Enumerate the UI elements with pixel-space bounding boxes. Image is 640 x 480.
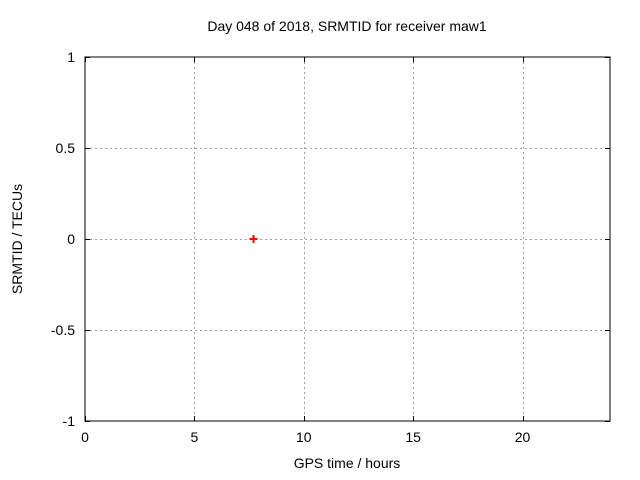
chart-title: Day 048 of 2018, SRMTID for receiver maw… [207, 18, 487, 34]
x-tick-label: 20 [515, 429, 531, 445]
x-tick-label: 5 [190, 429, 198, 445]
y-tick-label: 0 [67, 231, 75, 247]
data-point-marker [249, 235, 258, 243]
y-tick-label: 1 [67, 49, 75, 65]
y-axis-label: SRMTID / TECUs [9, 184, 25, 294]
data-points [249, 235, 258, 243]
y-tick-label: -0.5 [51, 322, 75, 338]
axis-ticks [85, 57, 610, 422]
y-tick-label: 0.5 [56, 140, 76, 156]
x-tick-label: 15 [405, 429, 421, 445]
x-tick-label: 10 [296, 429, 312, 445]
x-axis-label: GPS time / hours [294, 455, 401, 471]
y-tick-label: -1 [63, 413, 76, 429]
x-tick-label: 0 [81, 429, 89, 445]
grid-lines [85, 57, 610, 421]
tick-labels: 0 5 10 15 20 -1 -0.5 0 0.5 1 [51, 49, 531, 445]
